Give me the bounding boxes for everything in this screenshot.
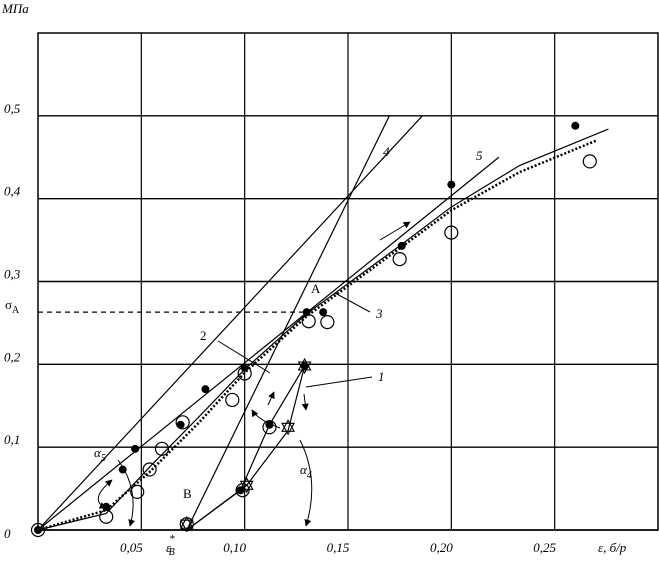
point <box>319 308 328 317</box>
point <box>582 154 597 169</box>
curve <box>186 115 390 531</box>
curve <box>37 156 500 531</box>
annotation-text: σ <box>5 297 12 312</box>
point <box>240 363 249 372</box>
x-axis-title: ε, б/р <box>598 540 627 555</box>
annotation-text: 4 <box>383 144 390 159</box>
annotation-sub: 4 <box>307 470 312 481</box>
point <box>99 509 114 524</box>
x-tick-label: 0,20 <box>430 540 453 555</box>
point <box>447 180 456 189</box>
y-axis-title: МПа <box>1 1 29 16</box>
point <box>265 420 274 429</box>
point <box>130 484 145 499</box>
annotation-text: B <box>183 486 192 501</box>
point <box>34 526 42 534</box>
annotation: 5 <box>476 148 483 163</box>
annotation-sub: 5 <box>101 453 106 464</box>
point <box>201 385 210 394</box>
annotation-text: α <box>300 462 308 477</box>
annotation: 1 <box>378 369 385 384</box>
annotation-text: 5 <box>476 148 483 163</box>
y-tick-label: 0,1 <box>4 432 20 447</box>
point <box>444 225 459 240</box>
annotation-text: A <box>311 281 321 296</box>
point <box>301 314 316 329</box>
point <box>397 241 406 250</box>
point <box>297 357 312 375</box>
y-tick-label: 0,5 <box>4 101 21 116</box>
annotation: σA <box>5 297 20 316</box>
x-tick-label: 0,05 <box>120 540 143 555</box>
point <box>239 477 254 494</box>
point <box>175 415 190 430</box>
point <box>30 522 46 538</box>
y-tick-label: 0,3 <box>4 267 21 282</box>
annotation: ε* B <box>166 533 175 558</box>
annotation: 4 <box>383 144 390 159</box>
annotation-text: 2 <box>200 328 207 343</box>
point <box>179 516 194 533</box>
annotation: A <box>311 281 321 296</box>
point <box>237 366 252 381</box>
annotation: α5 <box>94 445 106 464</box>
point <box>154 441 170 456</box>
curve <box>186 365 306 531</box>
annotation: 3 <box>375 306 383 321</box>
point <box>142 462 157 477</box>
annotation-text: 1 <box>378 369 385 384</box>
annotation: α4 <box>300 462 312 481</box>
point <box>300 361 309 370</box>
annotation-sup: * <box>169 533 175 545</box>
annotation: 2 <box>200 328 207 343</box>
curve <box>37 115 423 531</box>
point <box>571 121 580 130</box>
annotation: B <box>183 486 192 501</box>
point <box>392 252 407 267</box>
y-tick-label: 0,2 <box>4 349 21 364</box>
point <box>131 444 140 453</box>
point <box>281 419 295 436</box>
point <box>236 486 245 495</box>
y-tick-label: 0,4 <box>4 184 21 199</box>
point <box>320 314 335 330</box>
y-tick-label: 0 <box>4 526 11 541</box>
x-tick-label: 0,15 <box>327 540 350 555</box>
x-tick-label: 0,25 <box>533 540 556 555</box>
annotation-text: α <box>94 445 102 460</box>
annotation-text: ε <box>166 540 172 555</box>
point <box>262 420 277 435</box>
annotation-sub: B <box>169 547 175 558</box>
curve <box>37 139 597 532</box>
point <box>176 420 185 429</box>
x-tick-label: 0,10 <box>223 540 246 555</box>
annotation-text: 3 <box>375 306 383 321</box>
point <box>302 308 311 317</box>
annotation-sub: A <box>12 305 20 316</box>
point <box>102 502 111 511</box>
point <box>118 465 127 474</box>
point <box>225 392 240 408</box>
